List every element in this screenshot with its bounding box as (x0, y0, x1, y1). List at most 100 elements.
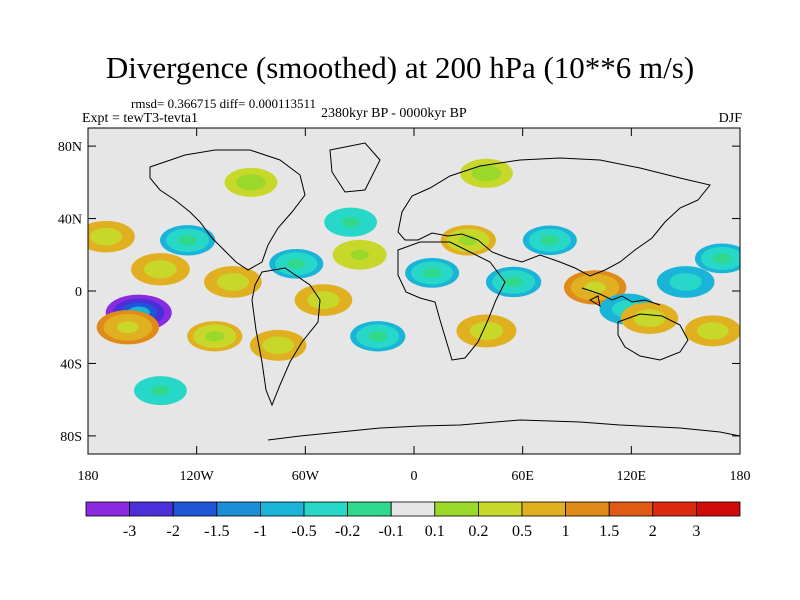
colorbar: -3 -2 -1.5 -1 -0.5 -0.2 -0.1 0.1 0.2 0.5 1 1.5 2 3 (85, 501, 741, 540)
colorbar-label: 0.1 (425, 523, 445, 540)
anomaly-contour (117, 321, 139, 334)
lat-tick-label: 80N (58, 140, 82, 155)
anomaly-contour (313, 294, 334, 306)
anomaly-cell (160, 225, 216, 256)
coastline-eurasia (397, 157, 711, 277)
chart-title: Divergence (smoothed) at 200 hPa (10**6 … (105, 50, 695, 85)
anomaly-cell (294, 284, 353, 316)
anomaly-cell (460, 158, 513, 188)
colorbar-label: -2 (167, 523, 180, 540)
colorbar-label: -1.5 (204, 523, 229, 540)
colorbar-box (696, 501, 741, 517)
anomaly-contour (675, 276, 696, 288)
anomaly-contour (540, 235, 560, 246)
anomaly-contour (350, 249, 369, 260)
anomaly-cell (563, 270, 627, 305)
colorbar-label: 3 (692, 523, 700, 540)
anomaly-contour (703, 325, 723, 337)
coastline-north-america (149, 149, 306, 271)
lat-tick-label: 40S (60, 357, 82, 372)
anomaly-cell (131, 253, 190, 286)
anomaly-contour (422, 267, 442, 278)
colorbar-label: -0.1 (379, 523, 404, 540)
colorbar-label: 0.2 (468, 523, 488, 540)
colorbar-label: 1.5 (599, 523, 619, 540)
latitude-axis: 80N 40N 0 40S 80S (58, 140, 740, 445)
colorbar-box (477, 501, 523, 517)
anomaly-cell (187, 321, 243, 352)
anomaly-contour (504, 276, 523, 288)
colorbar-box (652, 501, 697, 517)
anomaly-cell (522, 225, 577, 256)
coastline-south-america (251, 267, 321, 407)
anomaly-contour (150, 263, 171, 275)
lat-tick-label: 40N (58, 213, 82, 228)
longitude-axis: 180 120W 60W 0 60E 120E 180 (78, 128, 751, 484)
anomaly-cell (620, 302, 679, 335)
colorbar-label: -0.5 (291, 523, 316, 540)
coastline-africa (397, 241, 506, 361)
anomaly-cell (224, 167, 278, 197)
colorbar-label: 1 (562, 523, 570, 540)
colorbar-box (390, 501, 436, 517)
lon-tick-label: 120E (617, 469, 647, 484)
colorbar-box (216, 501, 261, 517)
colorbar-box (434, 501, 479, 517)
colorbar-box (303, 501, 348, 517)
lon-tick-label: 60E (511, 469, 534, 484)
anomaly-contour (341, 217, 360, 228)
coastline-antarctica (267, 419, 740, 441)
lat-tick-label: 0 (75, 285, 82, 300)
anomaly-contour (476, 325, 497, 337)
anomaly-contour (368, 331, 388, 342)
colorbar-box (347, 501, 392, 517)
lon-tick-label: 60W (292, 469, 320, 484)
anomaly-cell (88, 220, 135, 253)
coastlines (149, 142, 740, 441)
anomaly-cell (350, 321, 406, 352)
lat-tick-label: 80S (60, 430, 82, 445)
anomaly-contour (151, 385, 170, 396)
anomaly-cell (656, 266, 715, 298)
coastline-greenland (329, 142, 381, 193)
anomaly-cell (332, 239, 387, 270)
anomaly-cell (249, 329, 307, 361)
anomaly-contour (96, 231, 116, 243)
season-label: DJF (718, 111, 742, 126)
anomaly-cell (456, 314, 517, 348)
colorbar-label: -3 (123, 523, 136, 540)
anomaly-cell (694, 243, 740, 274)
anomaly-cell (486, 266, 542, 298)
colorbar-box (259, 501, 305, 517)
anomaly-contour (712, 253, 732, 264)
lon-tick-label: 180 (78, 469, 99, 484)
map-background (88, 128, 740, 454)
anomaly-field (88, 158, 740, 406)
colorbar-label: -0.2 (335, 523, 360, 540)
anomaly-contour (287, 258, 306, 269)
anomaly-contour (477, 168, 496, 179)
anomaly-cell (324, 207, 378, 237)
anomaly-contour (242, 177, 260, 188)
period-label: 2380kyr BP - 0000kyr BP (321, 106, 467, 121)
anomaly-cell (204, 266, 262, 298)
anomaly-cell (405, 258, 460, 288)
lon-tick-label: 120W (180, 469, 215, 484)
anomaly-cell (134, 376, 187, 406)
anomaly-contour (223, 276, 243, 288)
colorbar-label: -1 (254, 523, 267, 540)
colorbar-label: 0.5 (512, 523, 532, 540)
anomaly-contour (205, 331, 225, 342)
experiment-label: Expt = tewT3-tevta1 (82, 111, 198, 126)
colorbar-box (172, 501, 218, 517)
colorbar-box (521, 501, 566, 517)
anomaly-contour (584, 281, 606, 294)
stats-text: rmsd= 0.366715 diff= 0.000113511 (131, 96, 316, 111)
anomaly-cell (684, 315, 740, 347)
coastline-maritime-continent (581, 287, 661, 308)
lon-tick-label: 180 (730, 469, 751, 484)
colorbar-box (129, 501, 174, 517)
colorbar-box (608, 501, 654, 517)
anomaly-cell (96, 310, 160, 345)
